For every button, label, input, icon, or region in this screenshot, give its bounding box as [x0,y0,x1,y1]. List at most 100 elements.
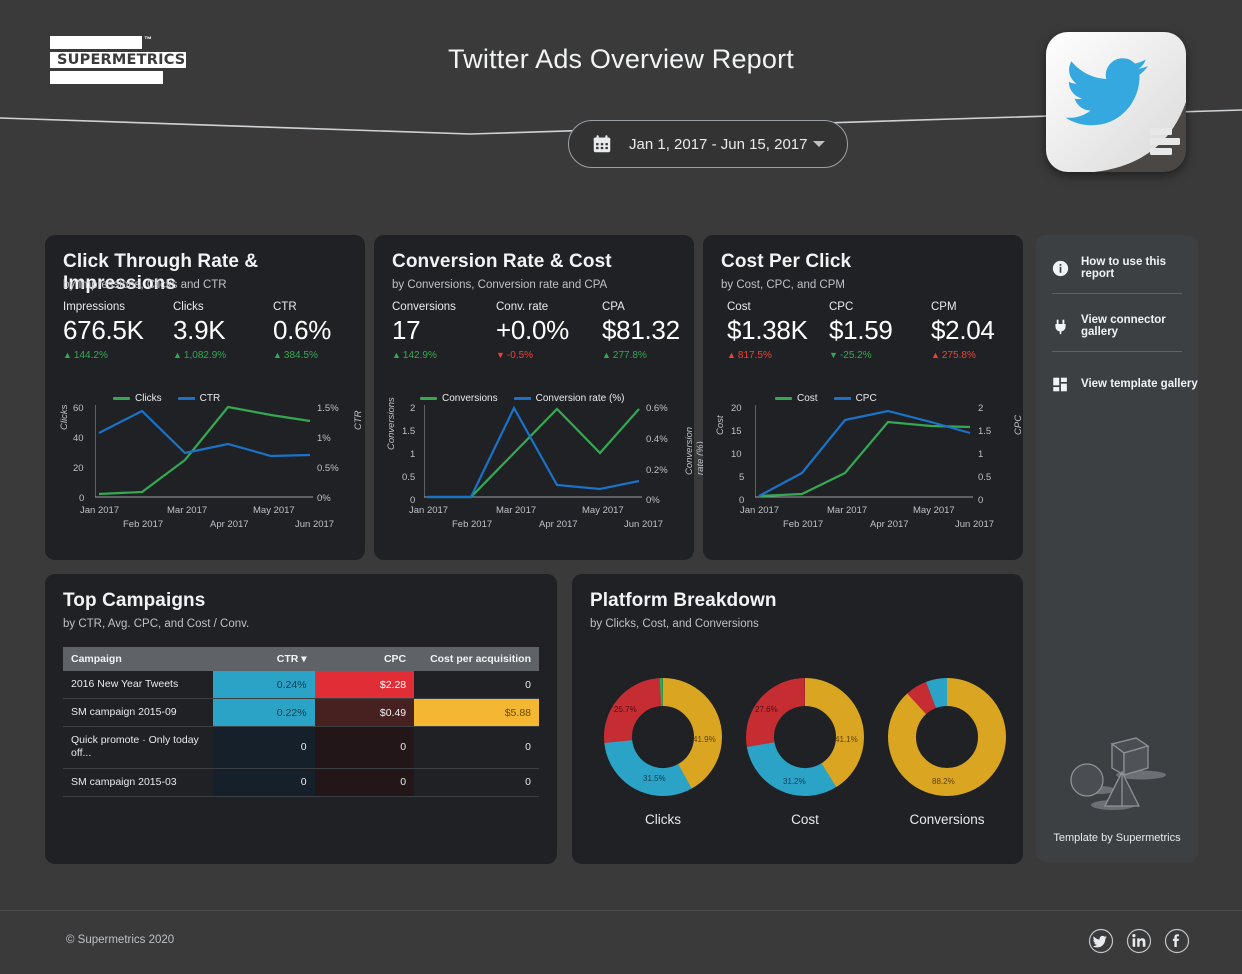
card-subtitle: by Cost, CPC, and CPM [721,279,845,291]
kpi-label: CPA [602,301,625,313]
x-tick: Jun 2017 [955,519,995,530]
x-tick: Apr 2017 [210,519,249,530]
table-row[interactable]: SM campaign 2015-09 0.22% $0.49 $5.88 [63,698,539,728]
donut-title: Clicks [645,812,681,827]
kpi-delta: ▲ 144.2% [63,350,108,361]
x-tick: Apr 2017 [870,519,909,530]
col-cpc[interactable]: CPC [314,647,415,671]
legend-item: Cost [775,393,818,404]
donut-conversions: 88.2% Conversions [872,674,1022,827]
y2-tick: 0.4% [646,434,668,445]
kpi-delta: ▼ -0.5% [496,350,534,361]
chevron-down-icon[interactable] [813,141,825,147]
card-title: Cost Per Click [721,251,852,272]
kpi-value: $1.59 [829,315,893,345]
kpi-delta: ▲ 142.9% [392,350,437,361]
cell-campaign: SM campaign 2015-09 [63,698,213,728]
line-chart-cost-cpc [755,405,973,498]
kpi-cpm: CPM $2.04 ▲ 275.8% [931,301,995,361]
x-tick: Feb 2017 [123,519,164,530]
x-tick: Mar 2017 [496,505,537,516]
y-tick: 20 [73,463,84,474]
facebook-icon[interactable] [1164,928,1190,954]
table-row[interactable]: 2016 New Year Tweets 0.24% $2.28 0 [63,671,539,700]
x-tick: May 2017 [913,505,955,516]
rail-link-label: View template gallery [1081,378,1198,390]
kpi-conversions: Conversions 17 ▲ 142.9% [392,301,456,361]
legend-item: Conversions [420,393,498,404]
rail-link-how-to-use[interactable]: How to use this report [1036,247,1198,289]
y-tick: 0.5 [402,472,416,483]
legend-label: Clicks [135,393,162,404]
kpi-label: CTR [273,301,297,313]
twitter-app-badge [1046,32,1186,172]
kpi-cost: Cost $1.38K ▲ 817.5% [727,301,808,361]
card-platform-breakdown: Platform Breakdown by Clicks, Cost, and … [572,574,1023,864]
legend-label: Cost [797,393,818,404]
col-campaign[interactable]: Campaign [63,647,213,671]
x-tick: Feb 2017 [783,519,824,530]
rail-divider [1052,293,1182,294]
card-subtitle: by Clicks, Cost, and Conversions [590,618,759,630]
donut-clicks: 41.9% 31.5% 25.7% Clicks [588,674,738,827]
cell-cpc: 0 [314,768,415,797]
card-title: Top Campaigns [63,590,206,611]
y-tick: 0 [410,495,416,506]
rail-link-template-gallery[interactable]: View template gallery [1036,363,1198,405]
twitter-icon[interactable] [1088,928,1114,954]
cell-campaign: Quick promote · Only today off... [63,726,213,769]
page-header: SUPERMETRICS ™ Twitter Ads Overview Repo… [0,0,1242,190]
cell-cpc: $0.49 [314,698,415,728]
kpi-delta: ▼ -25.2% [829,350,872,361]
legend-label: CPC [855,393,877,404]
info-icon [1050,258,1070,278]
date-range-picker[interactable]: Jan 1, 2017 - Jun 15, 2017 [568,120,848,168]
cell-cpa: 0 [414,726,539,769]
kpi-label: Conversions [392,301,456,313]
donut-title: Cost [791,812,819,827]
legend-label: CTR [199,393,221,404]
kpi-delta-value: -25.2% [839,350,872,361]
kpi-value: $2.04 [931,315,995,345]
x-tick: May 2017 [253,505,295,516]
y2-tick: 0.2% [646,465,668,476]
kpi-value: $81.32 [602,315,680,345]
line-chart-clicks-ctr [95,405,313,498]
rail-link-connector-gallery[interactable]: View connector gallery [1036,305,1198,347]
grid-icon [1050,374,1070,394]
page-footer: © Supermetrics 2020 [0,910,1242,974]
kpi-label: CPC [829,301,854,313]
kpi-value: +0.0% [496,315,569,345]
y2-tick: 1 [978,449,984,460]
card-title: Conversion Rate & Cost [392,251,612,272]
y-tick: 5 [739,472,745,483]
card-subtitle: by Impressions, Clicks and CTR [63,279,227,291]
y2-tick: 2 [978,403,984,414]
col-ctr[interactable]: CTR ▾ [212,647,315,671]
y2-tick: 0% [646,495,660,506]
footer-divider [0,910,1242,911]
cell-ctr: 0 [212,768,315,797]
linkedin-icon[interactable] [1126,928,1152,954]
donut-title: Conversions [909,812,985,827]
col-cpa[interactable]: Cost per acquisition [414,647,539,671]
table-row[interactable]: SM campaign 2015-03 0 0 0 [63,768,539,797]
dashboard-body: Click Through Rate & Impressions by Impr… [0,190,1242,910]
y2-axis-label: CPC [1013,414,1024,435]
social-links [1088,928,1190,954]
donut-cost: 41.1% 31.2% 27.6% Cost [730,674,880,827]
kpi-delta: ▲ 1,082.9% [173,350,227,361]
y2-tick: 1.5% [317,403,339,414]
cell-cpc: $2.28 [314,671,415,700]
donut-slice-label: 31.2% [783,777,806,786]
kpi-delta: ▲ 384.5% [273,350,318,361]
table-header-row: Campaign CTR ▾ CPC Cost per acquisition [63,647,539,671]
table-row[interactable]: Quick promote · Only today off... 0 0 0 [63,726,539,769]
calendar-icon [593,135,611,153]
y-tick: 2 [410,403,416,414]
side-rail: How to use this report View connector ga… [1036,235,1198,862]
chart-legend: Cost CPC [775,393,877,404]
legend-item: Conversion rate (%) [513,393,625,404]
logo-bar-mid [50,52,186,68]
y2-tick: 0.5% [317,463,339,474]
